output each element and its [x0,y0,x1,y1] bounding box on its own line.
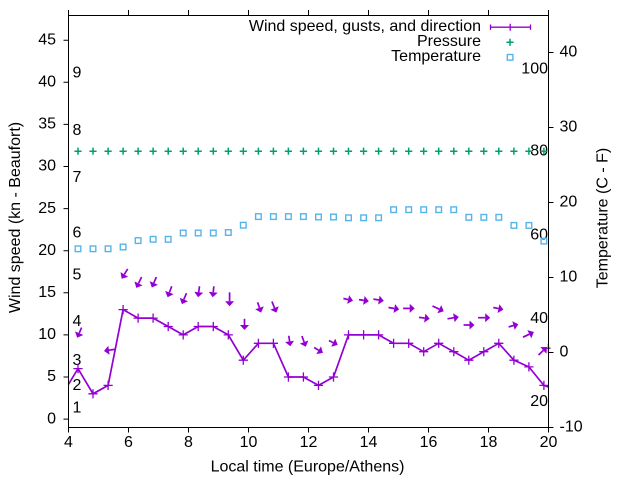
svg-text:45: 45 [38,32,56,49]
svg-text:30: 30 [38,158,56,175]
svg-text:100: 100 [521,60,548,77]
svg-text:4: 4 [64,434,73,451]
svg-text:40: 40 [38,74,56,91]
svg-text:10: 10 [240,434,258,451]
svg-text:0: 0 [560,344,569,361]
svg-text:6: 6 [124,434,133,451]
svg-text:Temperature (C - F): Temperature (C - F) [595,148,612,288]
svg-text:9: 9 [73,64,82,81]
svg-text:60: 60 [530,226,548,243]
svg-text:1: 1 [73,399,82,416]
svg-text:20: 20 [38,242,56,259]
svg-text:8: 8 [184,434,193,451]
svg-text:7: 7 [73,169,82,186]
svg-text:16: 16 [420,434,438,451]
svg-text:0: 0 [47,410,56,427]
svg-text:25: 25 [38,200,56,217]
svg-text:80: 80 [530,142,548,159]
svg-text:2: 2 [73,377,82,394]
svg-text:4: 4 [73,313,82,330]
svg-text:40: 40 [530,310,548,327]
svg-text:3: 3 [73,352,82,369]
svg-text:30: 30 [560,119,578,136]
svg-text:Pressure: Pressure [417,33,481,50]
svg-text:Wind speed, gusts, and directi: Wind speed, gusts, and direction [249,18,481,35]
svg-text:Temperature: Temperature [391,48,481,65]
svg-text:8: 8 [73,122,82,139]
svg-text:5: 5 [73,266,82,283]
svg-text:12: 12 [300,434,318,451]
svg-text:20: 20 [560,194,578,211]
svg-text:5: 5 [47,368,56,385]
svg-text:Local time (Europe/Athens): Local time (Europe/Athens) [211,459,405,476]
svg-text:18: 18 [480,434,498,451]
svg-text:20: 20 [540,434,558,451]
svg-text:10: 10 [38,326,56,343]
svg-text:14: 14 [360,434,378,451]
svg-text:15: 15 [38,284,56,301]
svg-text:35: 35 [38,116,56,133]
svg-text:-10: -10 [560,419,583,436]
svg-text:40: 40 [560,44,578,61]
svg-text:10: 10 [560,269,578,286]
svg-text:20: 20 [530,393,548,410]
svg-text:Wind speed (kn - Beaufort): Wind speed (kn - Beaufort) [7,122,24,313]
svg-text:6: 6 [73,224,82,241]
